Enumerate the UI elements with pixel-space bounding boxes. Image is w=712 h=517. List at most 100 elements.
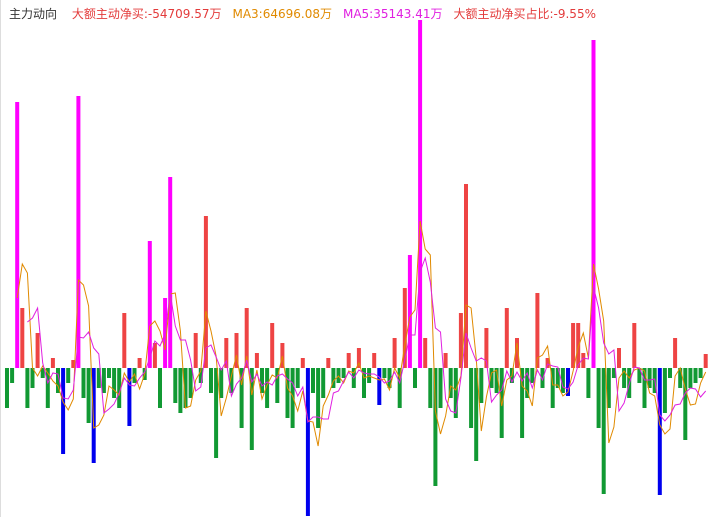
bar: [71, 360, 76, 368]
bar: [484, 328, 489, 368]
bar: [239, 368, 244, 428]
bar: [433, 368, 438, 486]
bar: [413, 368, 417, 388]
ma-line: [27, 256, 707, 424]
bar: [234, 333, 239, 368]
bar: [678, 368, 683, 388]
bar: [158, 368, 162, 408]
bar: [642, 368, 647, 408]
bar: [270, 323, 275, 368]
bar: [127, 368, 132, 426]
bar: [545, 358, 550, 368]
bar: [249, 368, 254, 450]
bar: [224, 338, 229, 368]
bar: [362, 368, 366, 398]
bar: [147, 241, 152, 368]
bar: [571, 323, 576, 368]
bar: [285, 368, 290, 418]
bar: [265, 368, 270, 408]
bar: [504, 308, 509, 368]
ma-line: [16, 220, 707, 447]
bar: [56, 368, 60, 393]
bar: [260, 368, 264, 393]
bar: [117, 368, 122, 408]
bar: [530, 368, 535, 383]
bar: [81, 368, 86, 398]
bar: [576, 323, 581, 368]
bar: [76, 96, 81, 368]
bar: [535, 293, 540, 368]
bar: [453, 368, 458, 418]
bar: [438, 368, 443, 408]
bar: [244, 308, 249, 368]
bar: [91, 368, 96, 463]
bar: [540, 368, 545, 388]
bar: [321, 368, 326, 398]
bar: [397, 368, 402, 408]
bar: [637, 368, 642, 383]
bar: [326, 358, 331, 368]
bar: [611, 368, 616, 378]
bar: [606, 368, 611, 408]
bar: [20, 308, 25, 368]
bar: [316, 368, 321, 428]
bar: [591, 40, 596, 368]
bar: [428, 368, 433, 408]
bar: [448, 368, 453, 398]
bar: [489, 368, 494, 388]
bar: [178, 368, 183, 413]
bar: [474, 368, 479, 461]
bar: [688, 368, 693, 388]
bar: [356, 348, 361, 368]
bar: [647, 368, 652, 388]
bar: [372, 353, 377, 368]
bar: [61, 368, 66, 454]
bar: [183, 368, 188, 408]
bar: [632, 323, 637, 368]
bar: [525, 368, 530, 398]
bar: [10, 368, 15, 383]
bar: [515, 338, 519, 368]
bar: [555, 368, 560, 388]
bar: [173, 368, 178, 403]
bar: [209, 368, 213, 393]
bar: [152, 343, 157, 368]
bar: [219, 368, 224, 398]
bar: [275, 368, 280, 403]
bar: [464, 184, 468, 368]
bar: [295, 368, 300, 388]
bar: [305, 368, 310, 516]
bar: [382, 368, 387, 378]
bar: [15, 102, 20, 368]
bar: [622, 368, 627, 388]
bar: [418, 20, 423, 368]
bar: [550, 368, 555, 408]
bar: [377, 368, 382, 405]
bar: [254, 353, 259, 368]
bar: [229, 368, 234, 393]
bar: [45, 368, 50, 408]
bar: [193, 333, 198, 368]
bar: [112, 368, 117, 398]
bar: [520, 368, 525, 438]
bar: [703, 354, 708, 368]
bar: [341, 368, 346, 378]
indicator-label: MA3:64696.08万: [232, 7, 332, 21]
indicator-label: 大额主动净买占比:-9.55%: [453, 7, 596, 21]
bar: [50, 358, 55, 368]
bar: [657, 368, 662, 495]
bar: [407, 255, 412, 368]
bar: [86, 368, 91, 423]
bar: [423, 338, 428, 368]
bar: [203, 216, 208, 368]
bar: [198, 368, 203, 383]
bar: [96, 368, 101, 388]
bar: [168, 177, 173, 368]
bar: [560, 368, 565, 393]
bar: [693, 368, 698, 383]
bar: [596, 368, 601, 428]
header: 主力动向 大额主动净买:-54709.57万 MA3:64696.08万 MA5:3…: [9, 5, 607, 22]
bar: [479, 368, 484, 403]
